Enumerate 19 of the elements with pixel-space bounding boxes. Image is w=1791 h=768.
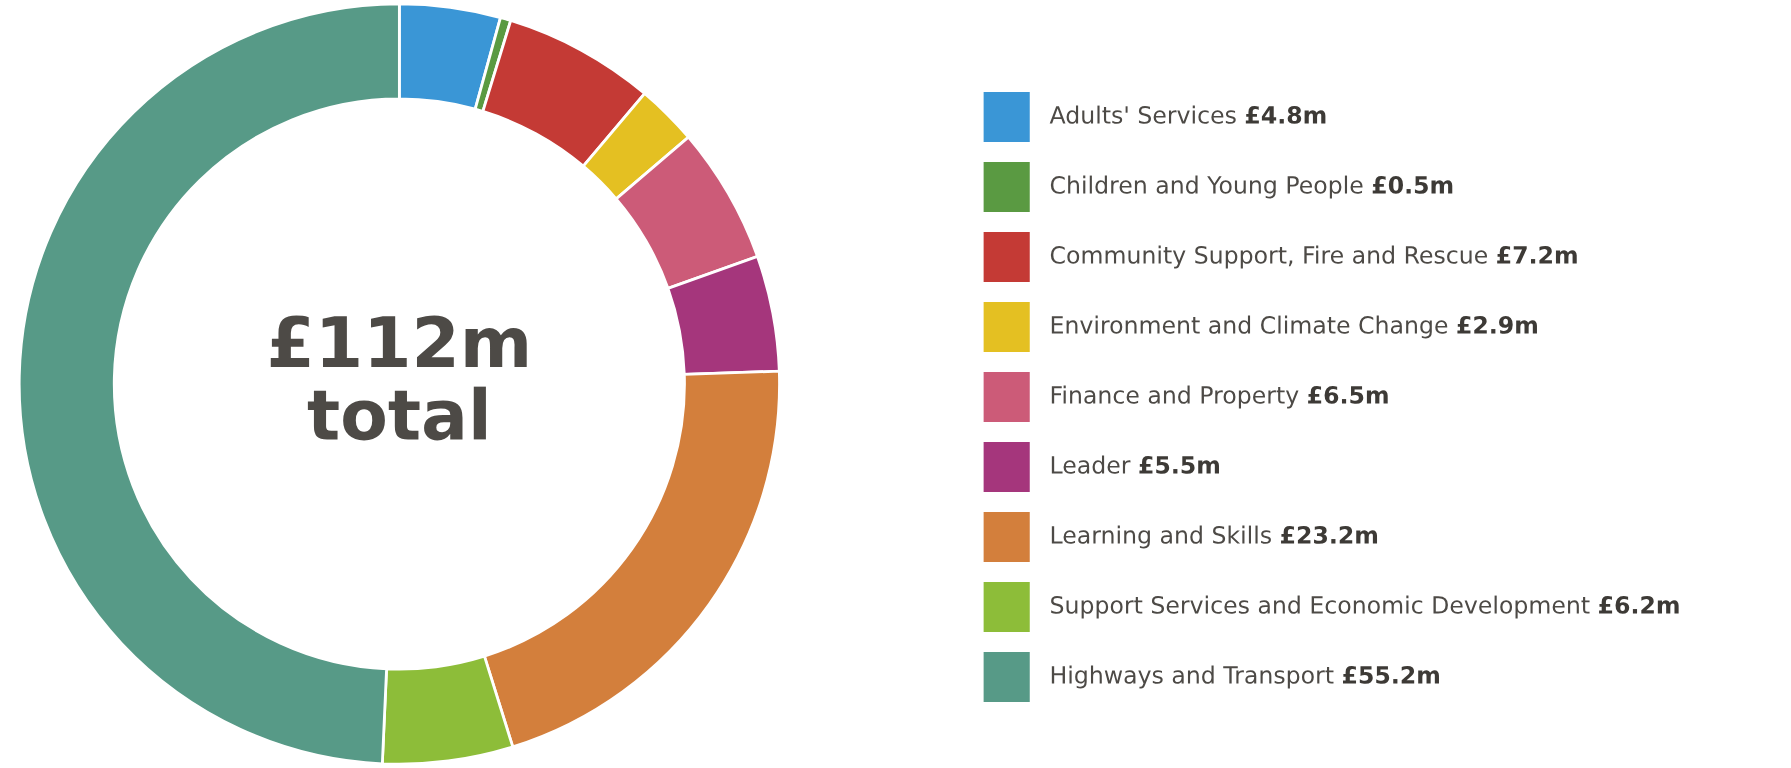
data-label: £0.5m (1372, 175, 1453, 194)
legend-label: Learning and Skills (1051, 525, 1271, 549)
data-label: £4.8m (1245, 105, 1326, 124)
data-label: £2.9m (1457, 315, 1537, 334)
data-label: £23.2m (1281, 525, 1378, 544)
legend-label: Finance and Property (1051, 385, 1299, 409)
legend-label: Community Support, Fire and Rescue (1050, 245, 1487, 269)
text: £112m total (270, 315, 527, 441)
legend-label: Adults' Services (1049, 105, 1236, 124)
data-label: £6.2m (1599, 595, 1679, 614)
legend-label: Leader (1051, 455, 1131, 474)
legend-label: Support Services and Economic Development (1051, 595, 1590, 619)
legend-label: Children and Young People (1050, 175, 1363, 199)
data-label: £7.2m (1497, 245, 1577, 264)
legend-label: Environment and Climate Change (1051, 315, 1448, 339)
legend-label: Highways and Transport (1051, 665, 1334, 689)
data-label: £6.5m (1308, 385, 1388, 404)
data-label: £55.2m (1343, 665, 1439, 684)
data-label: £5.5m (1139, 455, 1219, 474)
